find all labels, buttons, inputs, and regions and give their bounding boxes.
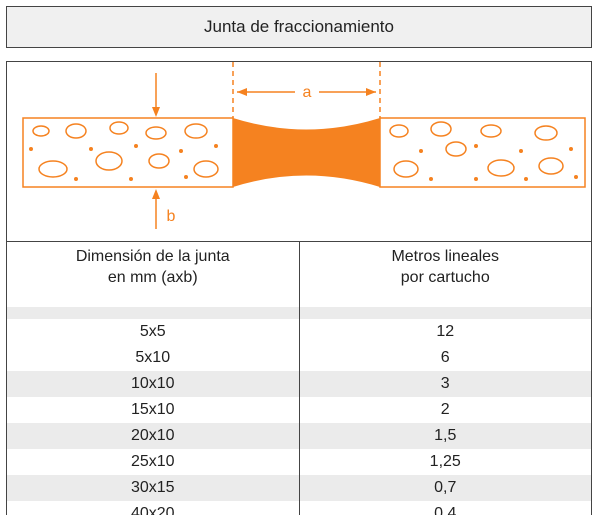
table-row: 15x10 2	[7, 397, 591, 423]
table: Dimensión de la junta en mm (axb) Metros l…	[7, 241, 591, 515]
title-bar: Junta de fraccionamiento	[6, 6, 592, 48]
table-row: 5x10 6	[7, 345, 591, 371]
header-line: en mm (axb)	[107, 269, 198, 286]
table-cell: 40x20	[130, 505, 175, 515]
header-line: Metros lineales	[391, 248, 500, 265]
spacer-row	[7, 307, 591, 319]
table-cell: 6	[298, 345, 591, 371]
table-row: 40x20 0,4	[7, 501, 591, 515]
table-cell: 25x10	[130, 453, 175, 470]
table-cell: 0,7	[298, 475, 591, 501]
header-row: Dimensión de la junta en mm (axb) Metros l…	[7, 241, 591, 307]
table-cell: 0,4	[298, 501, 591, 515]
title: Junta de fraccionamiento	[204, 17, 394, 36]
column-header: Metros lineales por cartucho	[298, 241, 591, 307]
table-row: 20x10 1,5	[7, 423, 591, 449]
table-cell: 20x10	[7, 423, 299, 449]
label-b: b	[167, 208, 176, 225]
table-row: 25x10 1,25	[7, 449, 591, 475]
sealant	[233, 118, 380, 187]
table-row: 10x10 3	[7, 371, 591, 397]
table-cell: 2	[298, 397, 591, 423]
table-cell: 5x5	[139, 323, 166, 340]
header-line: por cartucho	[400, 269, 490, 286]
header-line: Dimensión de la junta	[75, 248, 230, 265]
joint-diagram: a b	[22, 62, 586, 229]
panel: a b Dimensión de la junta en mm (axb) Metr…	[6, 61, 592, 515]
table-cell: 1,25	[298, 449, 591, 475]
table-cell: 10x10	[7, 371, 299, 397]
column-header: Dimensión de la junta en mm (axb)	[7, 241, 299, 307]
table-row: 5x5 12	[7, 319, 591, 345]
table-cell: 5x10	[135, 349, 171, 366]
table-row: 30x15 0,7	[7, 475, 591, 501]
table-cell: 1,5	[298, 423, 591, 449]
table-cell: 15x10	[130, 401, 175, 418]
table-cell: 12	[298, 319, 591, 345]
table-cell: 30x15	[7, 475, 299, 501]
table-cell: 3	[298, 371, 591, 397]
label-a: a	[303, 84, 312, 101]
